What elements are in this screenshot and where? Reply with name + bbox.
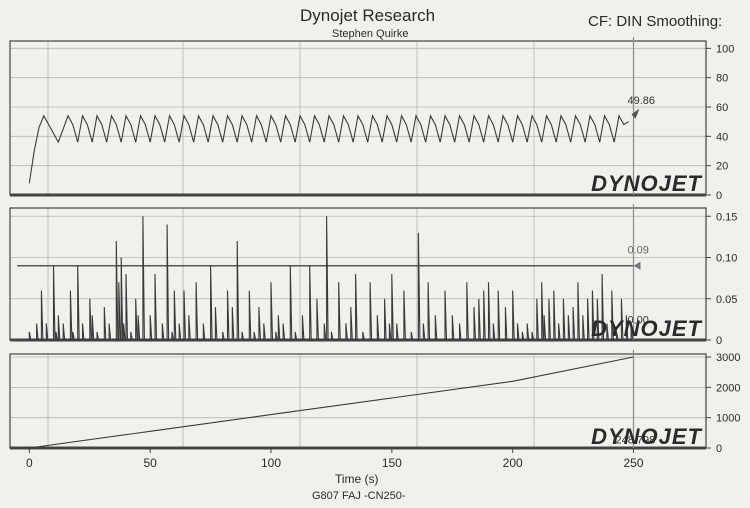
y-tick-label: 0: [716, 190, 722, 202]
readout-arrow: [633, 261, 641, 270]
y-tick-label: 100: [716, 43, 734, 55]
middle-trace: [28, 216, 635, 341]
y-tick-label: 20: [716, 161, 728, 173]
y-tick-label: 0.15: [716, 211, 737, 223]
x-tick-label: 250: [623, 456, 643, 470]
x-tick-label: 100: [261, 456, 281, 470]
top-panel: 0 20 40 60 80 100 49.86 DYNOJET: [9, 37, 734, 202]
dynojet-logo: DYNOJET: [591, 424, 702, 449]
y-tick-label: 60: [716, 102, 728, 114]
y-tick-label: 40: [716, 131, 728, 143]
x-tick-label: 0: [26, 456, 33, 470]
x-tick-label: 150: [382, 456, 402, 470]
y-tick-label: 0.10: [716, 253, 737, 265]
y-tick-label: 1000: [716, 413, 740, 425]
bottom-trace: [29, 356, 634, 449]
y-tick-label: 2000: [716, 382, 740, 394]
readout-label-lower: 0.00: [628, 315, 649, 327]
readout-arrow: [631, 108, 640, 119]
dynojet-logo: DYNOJET: [591, 316, 702, 341]
report-title: Dynojet Research: [300, 6, 436, 25]
dynojet-logo: DYNOJET: [591, 171, 702, 196]
x-axis-label: Time (s): [335, 472, 379, 486]
x-tick-label: 50: [143, 456, 157, 470]
readout-label: 248.798: [616, 434, 656, 446]
top-trace: [28, 114, 629, 184]
readout-label: 49.86: [628, 95, 656, 107]
y-tick-label: 0.05: [716, 294, 737, 306]
operator-name: Stephen Quirke: [332, 28, 409, 40]
readout-label-upper: 0.09: [628, 244, 649, 256]
correction-factor-label: CF: DIN Smoothing:: [588, 13, 723, 30]
y-tick-label: 0: [716, 335, 722, 347]
y-tick-label: 0: [716, 443, 722, 455]
y-tick-label: 3000: [716, 352, 740, 364]
run-id: G807 FAJ -CN250-: [312, 490, 406, 502]
y-tick-label: 80: [716, 73, 728, 85]
x-tick-label: 200: [503, 456, 523, 470]
